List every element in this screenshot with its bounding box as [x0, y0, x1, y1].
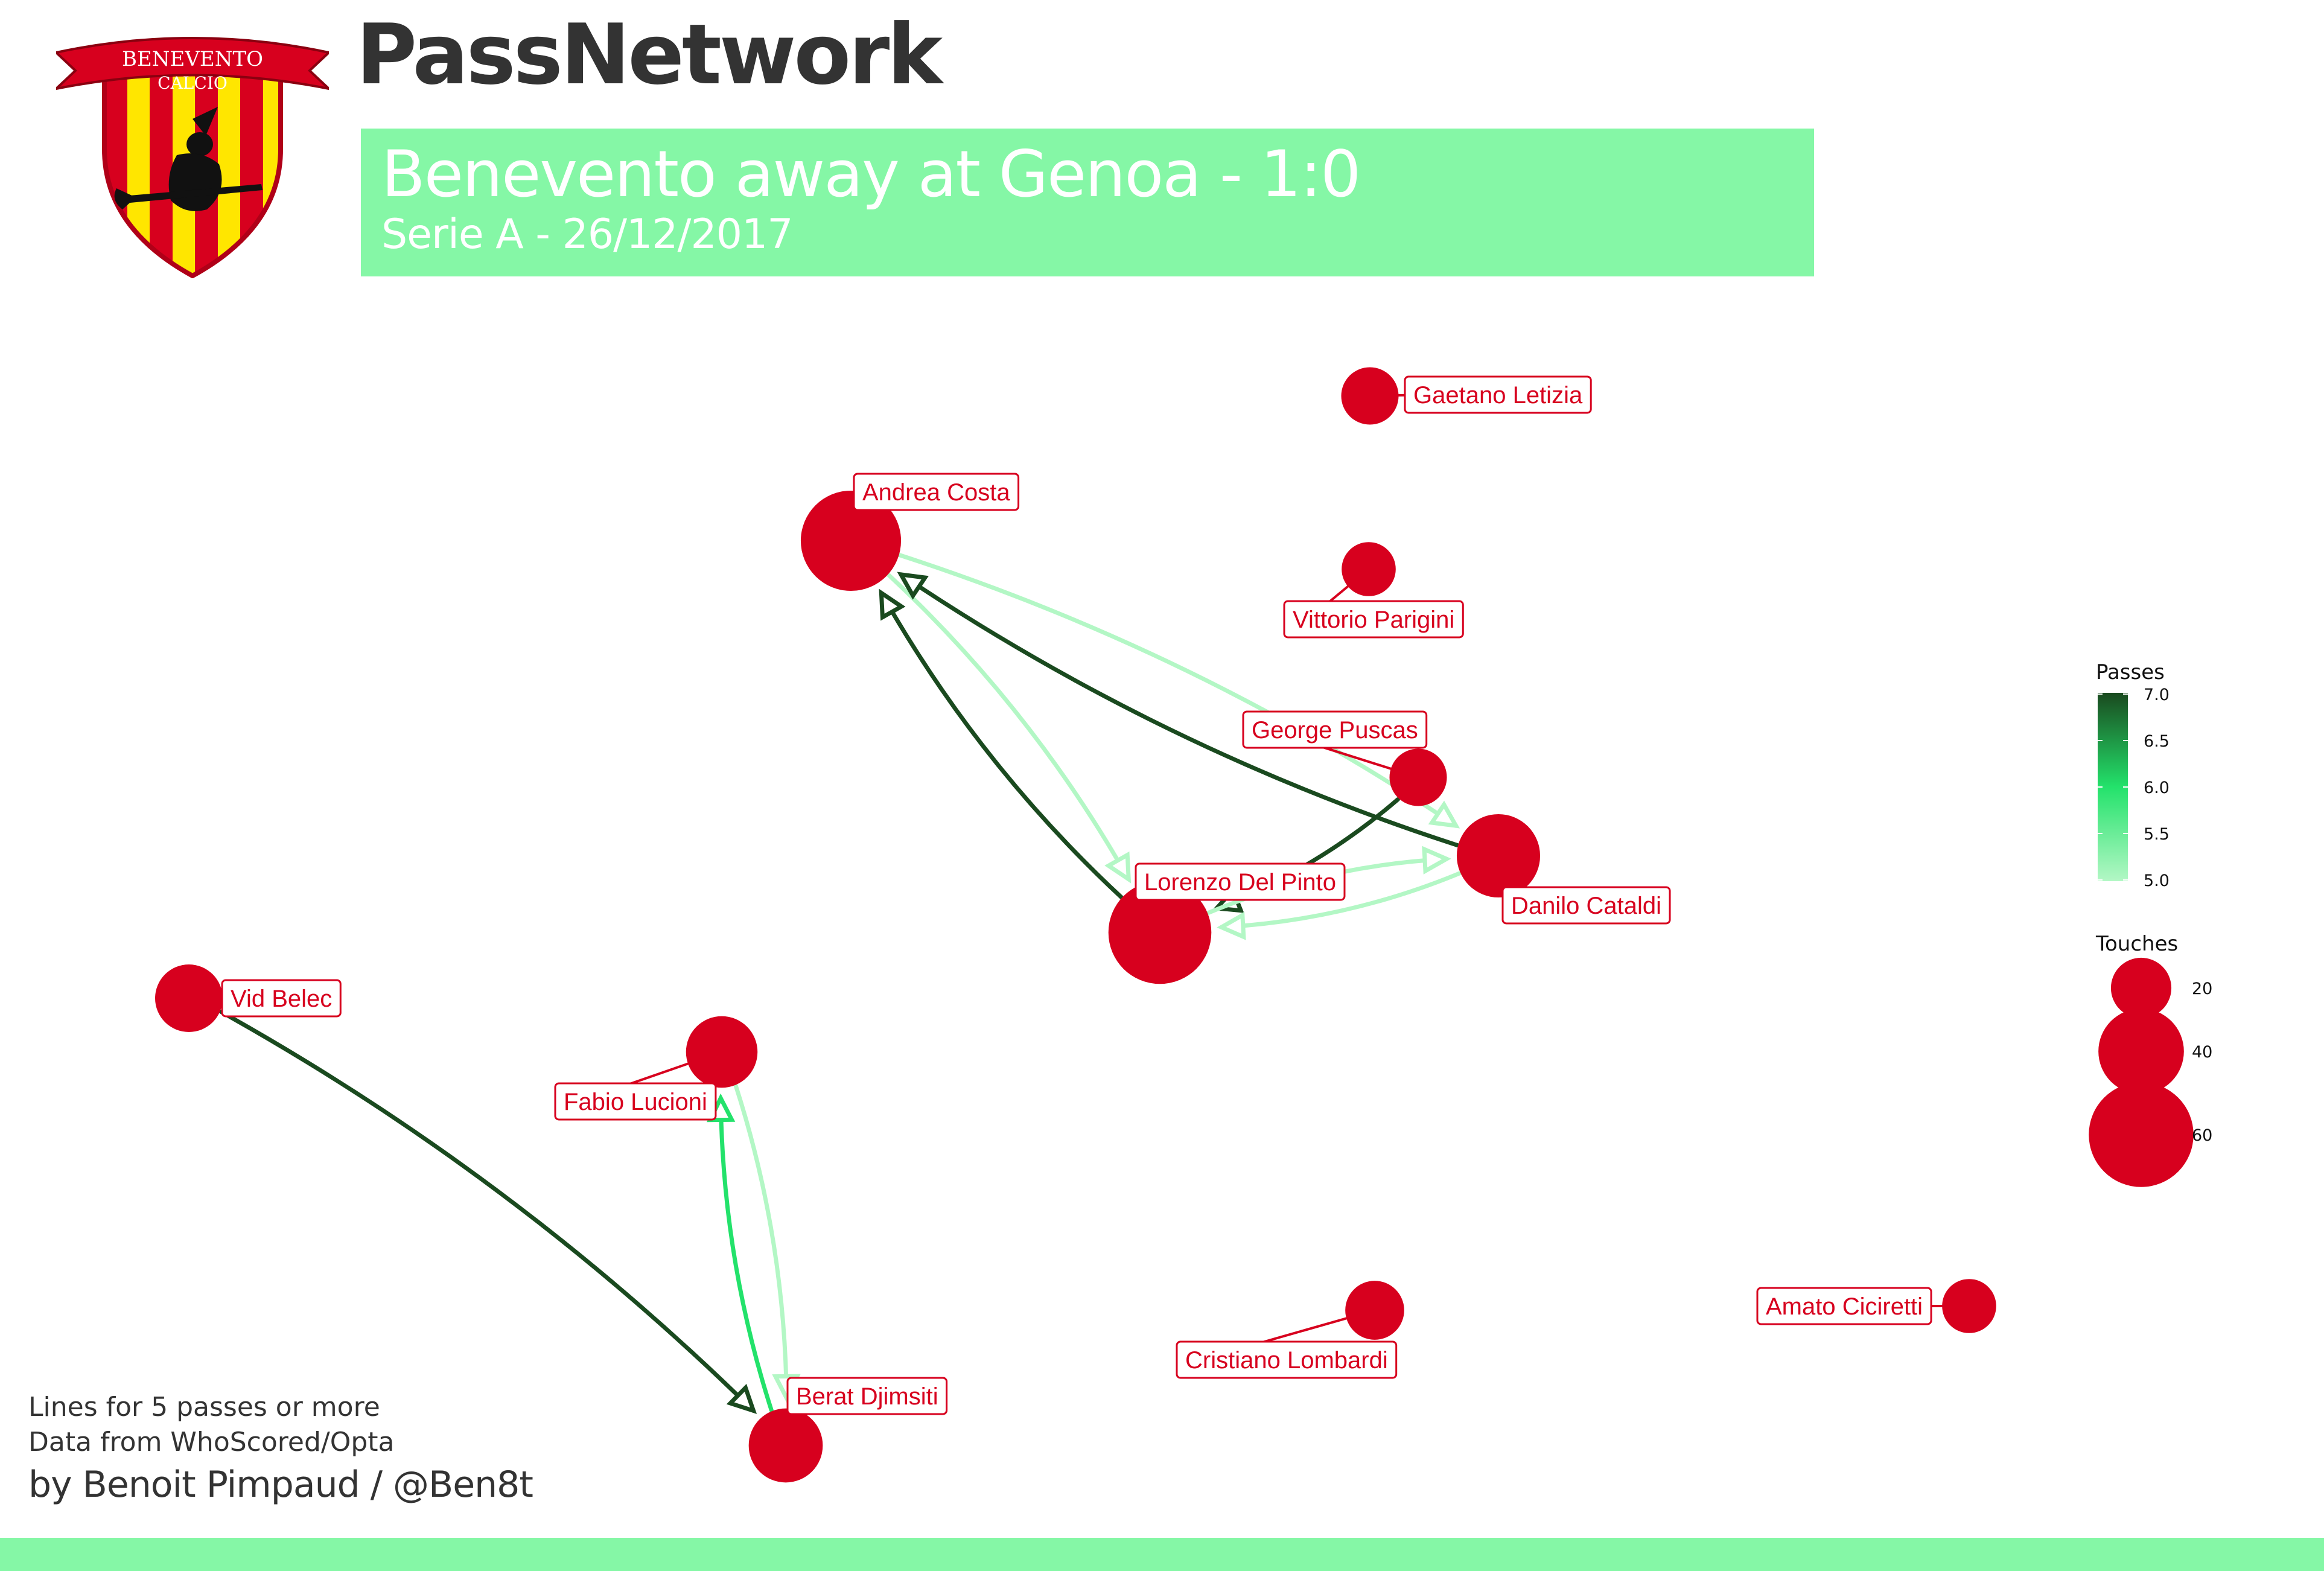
player-label: George Puscas [1243, 712, 1427, 748]
player-name: George Puscas [1252, 717, 1418, 744]
pass-edge [888, 575, 1129, 879]
pass-arrowhead [1432, 805, 1456, 826]
player-name: Cristiano Lombardi [1185, 1347, 1388, 1374]
legend-passes-title: Passes [2096, 660, 2165, 684]
player-label: Amato Ciciretti [1757, 1288, 1931, 1324]
player-name: Lorenzo Del Pinto [1144, 869, 1336, 896]
pass-arrowhead [881, 593, 901, 617]
player-label: Andrea Costa [854, 474, 1019, 510]
pass-line [888, 575, 1129, 879]
pass-line [721, 1098, 771, 1410]
player-name: Gaetano Letizia [1413, 382, 1583, 409]
pass-edge [221, 1012, 753, 1410]
pass-line [221, 1012, 753, 1410]
legend-passes-tick: 5.5 [2144, 825, 2170, 844]
legend-touches-title: Touches [2095, 932, 2178, 956]
pass-arrowhead [1424, 849, 1447, 871]
bottom-bar [0, 1538, 2324, 1571]
legend-touches-value: 40 [2192, 1043, 2212, 1062]
legend-passes-tick: 7.0 [2144, 686, 2170, 704]
caption-min-passes: Lines for 5 passes or more [28, 1394, 533, 1421]
legend-passes-tick: 6.0 [2144, 779, 2170, 797]
player-name: Amato Ciciretti [1766, 1293, 1923, 1320]
legend-touches-value: 60 [2192, 1126, 2212, 1145]
legend-passes-tick: 6.5 [2144, 732, 2170, 751]
player-name: Fabio Lucioni [564, 1089, 707, 1115]
player-name: Vittorio Parigini [1293, 607, 1454, 633]
player-name: Danilo Cataldi [1511, 893, 1661, 919]
legend-passes-tick: 5.0 [2144, 872, 2170, 890]
pass-edge [710, 1098, 772, 1410]
caption-credit: by Benoit Pimpaud / @Ben8t [28, 1467, 533, 1503]
player-label: Gaetano Letizia [1405, 377, 1591, 413]
pass-line [736, 1086, 786, 1398]
player-name: Vid Belec [231, 986, 332, 1012]
player-label: Vid Belec [222, 980, 340, 1016]
player-label: Cristiano Lombardi [1177, 1342, 1396, 1378]
player-label: Danilo Cataldi [1503, 887, 1670, 923]
pass-arrowhead [1109, 855, 1129, 879]
player-label: Fabio Lucioni [555, 1083, 716, 1120]
footer-caption: Lines for 5 passes or more Data from Who… [28, 1394, 533, 1503]
legend-touches-circle [2098, 1009, 2184, 1094]
pass-edge [736, 1086, 797, 1398]
legend-touches-value: 20 [2192, 980, 2212, 998]
player-name: Andrea Costa [862, 479, 1010, 506]
legend-touches-circle [2089, 1082, 2194, 1187]
player-label: Lorenzo Del Pinto [1136, 864, 1345, 900]
player-label: Vittorio Parigini [1284, 601, 1463, 637]
caption-data-source: Data from WhoScored/Opta [28, 1429, 533, 1456]
player-name: Berat Djimsiti [796, 1383, 938, 1410]
pass-arrowhead [1221, 915, 1244, 937]
player-label: Berat Djimsiti [788, 1378, 947, 1414]
